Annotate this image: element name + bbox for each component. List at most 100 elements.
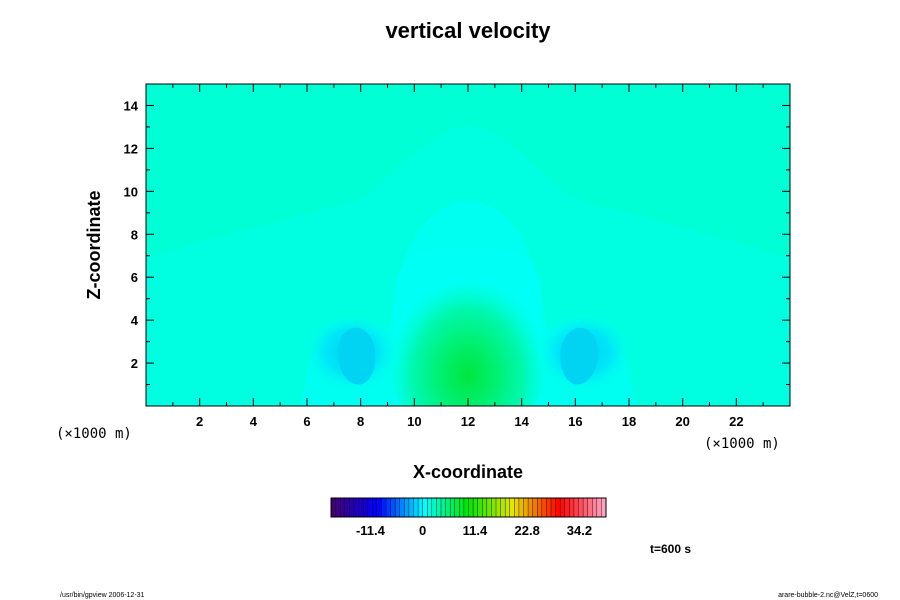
x-tick-label: 8 (357, 414, 364, 429)
colorbar-cell (578, 497, 584, 518)
colorbar-cell (408, 497, 414, 518)
colorbar-cell (500, 497, 506, 518)
colorbar-tick-labels: -11.4 0 11.4 22.8 34.2 (356, 523, 592, 538)
footer-left: /usr/bin/gpview 2006-12-31 (60, 592, 145, 599)
colorbar-cell (555, 497, 561, 518)
colorbar-cell (504, 497, 511, 518)
y-tick-label: 4 (131, 313, 139, 328)
time-label: t=600 s (650, 542, 691, 556)
colorbar-cell (596, 497, 602, 518)
colorbar-cell (427, 497, 433, 518)
colorbar-cell (564, 497, 570, 518)
colorbar-tick-label: 11.4 (463, 523, 488, 538)
colorbar-cell (367, 497, 373, 518)
colorbar-cell (330, 497, 337, 518)
colorbar-cell (358, 497, 364, 518)
axis-ticks (146, 84, 790, 406)
colorbar-tick-label: 34.2 (567, 523, 592, 538)
colorbar-cell (335, 497, 341, 518)
colorbar-cell (486, 497, 492, 518)
colorbar-cell (509, 497, 515, 518)
x-tick-label: 6 (303, 414, 310, 429)
x-unit-label-right: (×1000 m) (704, 436, 780, 452)
field-updraft-core (388, 257, 548, 406)
x-tick-label: 14 (514, 414, 529, 429)
colorbar-cell (537, 497, 543, 518)
colorbar-cell (417, 497, 424, 518)
colorbar-cell (468, 497, 474, 518)
x-tick-label: 2 (196, 414, 203, 429)
colorbar-cell (518, 497, 525, 518)
colorbar-cell (385, 497, 392, 518)
colorbar-cell (472, 497, 479, 518)
colorbar-cell (491, 497, 497, 518)
colorbar-cell (394, 497, 401, 518)
colorbar-cell (559, 497, 566, 518)
y-tick-label: 14 (124, 98, 139, 113)
colorbar-cell (344, 497, 350, 518)
colorbar-cell (532, 497, 538, 518)
x-tick-label: 22 (729, 414, 743, 429)
colorbar-tick-label: 22.8 (515, 523, 540, 538)
colorbar-cell (362, 497, 369, 518)
plot-area (146, 84, 790, 406)
y-tick-label: 6 (131, 270, 138, 285)
y-axis-label: Z-coordinate (84, 190, 104, 299)
colorbar-tick-label: 0 (419, 523, 426, 538)
colorbar-cell (495, 497, 502, 518)
colorbar-cell (431, 497, 437, 518)
colorbar-frame (330, 497, 607, 518)
colorbar-cell (527, 497, 534, 518)
chart-title: vertical velocity (385, 18, 551, 43)
colorbar-cell (550, 497, 557, 518)
colorbar-cell (541, 497, 547, 518)
x-tick-label: 16 (568, 414, 582, 429)
colorbar-cell (454, 497, 460, 518)
colorbar-cell (413, 497, 419, 518)
colorbar-cell (436, 497, 442, 518)
colorbar-cell (353, 497, 359, 518)
field-downdraft-left (337, 327, 376, 385)
colorbar-cell (573, 497, 580, 518)
field-downdraft-right (560, 327, 599, 385)
colorbar-cell (381, 497, 387, 518)
footer-right: arare-bubble-2.nc@VelZ,t=0600 (778, 592, 878, 599)
colorbar: -11.4 0 11.4 22.8 34.2 (330, 497, 607, 538)
colorbar-cell (546, 497, 552, 518)
colorbar-cell (523, 497, 529, 518)
colorbar-cell (440, 497, 447, 518)
colorbar-cell (569, 497, 575, 518)
colorbar-cell (477, 497, 483, 518)
colorbar-cell (587, 497, 593, 518)
y-tick-label: 2 (131, 356, 138, 371)
colorbar-cell (592, 497, 598, 518)
colorbar-cell (582, 497, 589, 518)
x-tick-label: 4 (250, 414, 258, 429)
x-tick-labels: 2 4 6 8 10 12 14 16 18 20 22 (196, 414, 744, 429)
colorbar-cell (482, 497, 488, 518)
y-tick-label: 12 (124, 141, 138, 156)
x-tick-label: 10 (407, 414, 421, 429)
colorbar-cell (390, 497, 396, 518)
colorbar-cell (399, 497, 405, 518)
x-axis-label: X-coordinate (413, 462, 523, 482)
x-tick-label: 18 (622, 414, 636, 429)
colorbar-cell (376, 497, 382, 518)
colorbar-cell (459, 497, 465, 518)
colorbar-cell (404, 497, 410, 518)
colorbar-cell (372, 497, 378, 518)
colorbar-cell (514, 497, 520, 518)
y-tick-label: 8 (131, 227, 138, 242)
x-unit-label-left: (×1000 m) (56, 426, 132, 442)
colorbar-cell (339, 497, 346, 518)
colorbar-cell (445, 497, 451, 518)
x-tick-label: 12 (461, 414, 475, 429)
colorbar-cell (463, 497, 469, 518)
colorbar-tick-label: -11.4 (356, 523, 386, 538)
y-tick-label: 10 (124, 184, 138, 199)
y-tick-labels: 2 4 6 8 10 12 14 (124, 98, 139, 371)
colorbar-cell (449, 497, 456, 518)
colorbar-cell (349, 497, 355, 518)
colorbar-cell (422, 497, 428, 518)
